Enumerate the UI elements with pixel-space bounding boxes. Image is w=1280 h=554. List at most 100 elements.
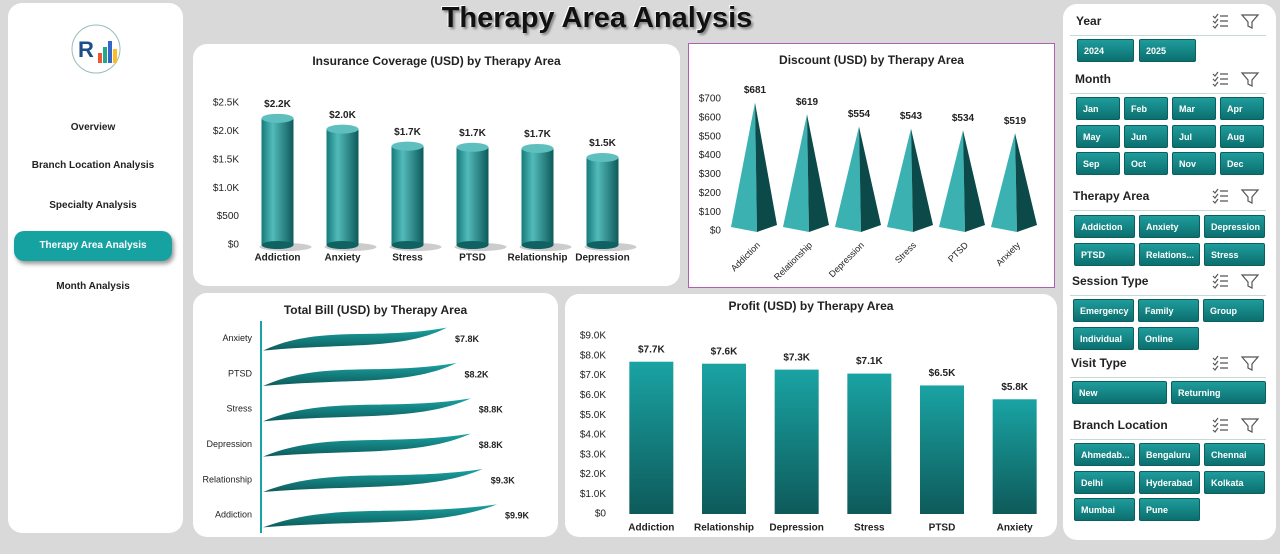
slicer-button[interactable]: Returning: [1171, 381, 1266, 404]
bar-body: [992, 399, 1037, 514]
chart: Discount (USD) by Therapy Area $0 $100 $200…: [699, 53, 1037, 282]
slicer-button[interactable]: Pune: [1139, 498, 1200, 521]
slicer-button[interactable]: Relations...: [1139, 242, 1200, 266]
chart-panel: Discount (USD) by Therapy Area $0 $100 $200…: [688, 43, 1055, 288]
slicer-title: Visit Type: [1071, 356, 1127, 370]
value-label: $2.2K: [264, 99, 291, 110]
slicer-button[interactable]: 2024: [1077, 39, 1134, 62]
y-tick-label: PTSD: [228, 368, 253, 378]
slicer-divider: [1070, 210, 1266, 211]
slicer-button[interactable]: Depression: [1204, 215, 1265, 238]
nav-item[interactable]: Therapy Area Analysis: [14, 231, 172, 261]
bar-body: [586, 157, 619, 245]
slicer-title: Branch Location: [1073, 418, 1168, 432]
chart: Total Bill (USD) by Therapy Area Anxiety $…: [202, 303, 530, 533]
slicer-divider: [1070, 295, 1266, 296]
y-tick-label: $0: [595, 509, 607, 520]
y-tick-label: $9.0K: [580, 331, 606, 342]
slicer-button[interactable]: New: [1072, 381, 1167, 404]
y-tick-label: Anxiety: [222, 333, 252, 343]
slicer-button[interactable]: Feb: [1124, 97, 1168, 120]
slicer-button[interactable]: Oct: [1124, 152, 1168, 175]
slicer-button[interactable]: Family: [1138, 299, 1199, 322]
bar-face: [859, 126, 881, 232]
chart: Profit (USD) by Therapy Area $0 $1.0K $2.0K…: [580, 299, 1037, 534]
slicer-button[interactable]: Individual: [1073, 326, 1134, 350]
bar: [887, 128, 933, 232]
y-tick-label: $6.0K: [580, 390, 606, 401]
slicer-icons[interactable]: [1210, 272, 1266, 290]
value-label: $9.3K: [491, 475, 516, 485]
bar-face: [835, 126, 861, 232]
slicer-button[interactable]: PTSD: [1074, 242, 1135, 266]
slicer-button[interactable]: Ahmedab...: [1074, 443, 1135, 466]
slicer-button[interactable]: Dec: [1220, 152, 1264, 175]
x-tick-label: Anxiety: [994, 240, 1022, 268]
value-label: $7.8K: [455, 334, 480, 344]
bar-cap: [391, 141, 424, 151]
x-tick-label: Relationship: [507, 253, 567, 264]
y-tick-label: $2.0K: [213, 126, 239, 137]
slicer-button[interactable]: Apr: [1220, 97, 1264, 120]
slicer-button[interactable]: Online: [1138, 326, 1199, 350]
y-tick-label: $300: [699, 169, 722, 180]
slicer-icons[interactable]: [1210, 12, 1266, 30]
logo: R: [71, 24, 121, 74]
nav-item[interactable]: Branch Location Analysis: [31, 160, 155, 171]
slicer-button[interactable]: 2025: [1139, 39, 1196, 62]
slicer-button[interactable]: Kolkata: [1204, 470, 1265, 494]
bar-cap: [326, 124, 359, 134]
svg-text:R: R: [78, 37, 94, 62]
bar: [702, 363, 746, 514]
bar-face: [939, 130, 965, 232]
bar-face: [755, 102, 777, 232]
y-tick-label: $100: [699, 207, 722, 218]
sidebar: R: [8, 3, 183, 533]
slicer-button[interactable]: Stress: [1204, 242, 1265, 266]
slicer-button[interactable]: Addiction: [1074, 215, 1135, 238]
slicer-button[interactable]: Emergency: [1073, 299, 1134, 322]
slicer-icons[interactable]: [1210, 70, 1266, 88]
slicer-icons[interactable]: [1210, 354, 1266, 372]
slicer-button[interactable]: Anxiety: [1139, 215, 1200, 238]
slicer-button[interactable]: Chennai: [1204, 443, 1265, 466]
value-label: $5.8K: [1001, 382, 1028, 393]
bar: [991, 133, 1037, 232]
slicer-button[interactable]: Mar: [1172, 97, 1216, 120]
slicer-icons[interactable]: [1210, 187, 1266, 205]
y-tick-label: $2.5K: [213, 98, 239, 109]
value-label: $534: [952, 113, 975, 124]
slicer-title: Year: [1076, 14, 1102, 28]
y-tick-label: $500: [699, 131, 722, 142]
bar-base: [521, 241, 554, 249]
slicer-button[interactable]: Aug: [1220, 124, 1264, 148]
nav-item[interactable]: Overview: [70, 122, 116, 133]
slicer-button[interactable]: Hyderabad: [1139, 470, 1200, 494]
y-tick-label: $0: [710, 226, 722, 237]
y-tick-label: Stress: [226, 404, 252, 414]
y-tick-label: Depression: [206, 439, 252, 449]
slicer-divider: [1070, 439, 1266, 440]
bar-cap: [261, 113, 294, 123]
slicer-button[interactable]: Jul: [1172, 124, 1216, 148]
slicer-button[interactable]: Nov: [1172, 152, 1216, 175]
chart-title: Total Bill (USD) by Therapy Area: [284, 303, 468, 317]
slicer-button[interactable]: Group: [1203, 299, 1264, 322]
y-tick-label: $500: [217, 211, 240, 222]
nav-item[interactable]: Specialty Analysis: [49, 200, 137, 211]
bar: [629, 361, 674, 514]
x-tick-label: Addiction: [729, 240, 762, 273]
slicer-button[interactable]: Mumbai: [1074, 498, 1135, 521]
slicer-button[interactable]: Delhi: [1074, 470, 1135, 494]
y-tick-label: $0: [228, 240, 240, 251]
slicer-button[interactable]: Jun: [1124, 124, 1168, 148]
slicer-icons[interactable]: [1210, 416, 1266, 434]
slicer-button[interactable]: Sep: [1076, 152, 1120, 175]
slicer-button[interactable]: Bengaluru: [1139, 443, 1200, 466]
value-label: $7.1K: [856, 356, 883, 367]
nav-item[interactable]: Month Analysis: [56, 281, 130, 292]
slicer-button[interactable]: May: [1076, 124, 1120, 148]
slicer-button[interactable]: Jan: [1076, 97, 1120, 120]
bar: [263, 398, 471, 422]
value-label: $1.7K: [524, 129, 551, 140]
